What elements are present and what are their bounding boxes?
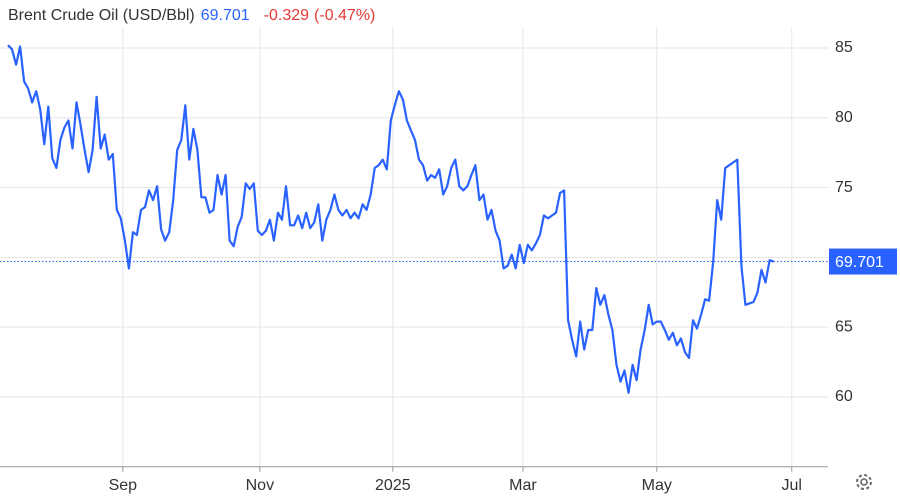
- y-tick-label: 85: [835, 39, 853, 56]
- settings-icon[interactable]: [856, 474, 872, 490]
- last-value: 69.701: [201, 7, 250, 24]
- price-line: [7, 44, 774, 394]
- x-tick-label: May: [642, 477, 672, 494]
- y-tick-label: 80: [835, 109, 853, 126]
- change: -0.329: [264, 7, 309, 24]
- x-tick-label: Jul: [782, 477, 802, 494]
- change-pct: (-0.47%): [314, 7, 375, 24]
- chart-title: Brent Crude Oil (USD/Bbl) 69.701 -0.329 (-0…: [8, 7, 375, 24]
- x-tick-label: 2025: [375, 477, 411, 494]
- last-value-label: 69.701: [835, 254, 884, 271]
- title: Brent Crude Oil (USD/Bbl): [8, 7, 195, 24]
- x-tick-label: Nov: [246, 477, 274, 494]
- y-tick-label: 60: [835, 388, 853, 405]
- x-tick-label: Sep: [109, 477, 138, 494]
- y-tick-label: 75: [835, 179, 853, 196]
- last-value-box: [829, 248, 897, 275]
- x-tick-label: Mar: [509, 477, 537, 494]
- y-tick-label: 65: [835, 318, 853, 335]
